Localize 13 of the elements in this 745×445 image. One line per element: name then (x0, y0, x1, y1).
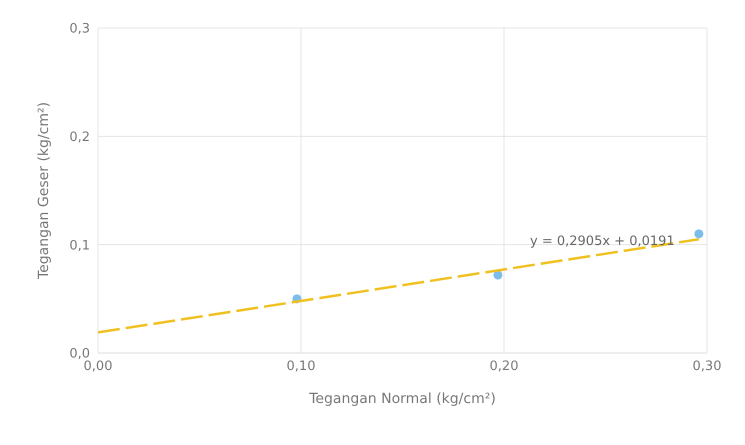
x-tick-label: 0,30 (692, 359, 722, 374)
point (493, 270, 502, 280)
x-tick-label: 0,10 (286, 359, 316, 374)
point (694, 229, 704, 238)
x-tick-label: 0,00 (84, 359, 112, 374)
y-tick-label: 0,3 (69, 22, 90, 37)
y-axis-title: Tegangan Geser (kg/cm²) (36, 102, 52, 280)
x-axis-title: Tegangan Normal (kg/cm²) (308, 391, 496, 407)
x-tick-label: 0,20 (490, 359, 518, 374)
annotation: y = 0,2905x + 0,0191 (530, 234, 675, 249)
y-tick-label: 0,1 (69, 238, 90, 254)
y-tick-label: 0,2 (69, 130, 90, 145)
y-tick-label: 0,0 (69, 346, 90, 362)
